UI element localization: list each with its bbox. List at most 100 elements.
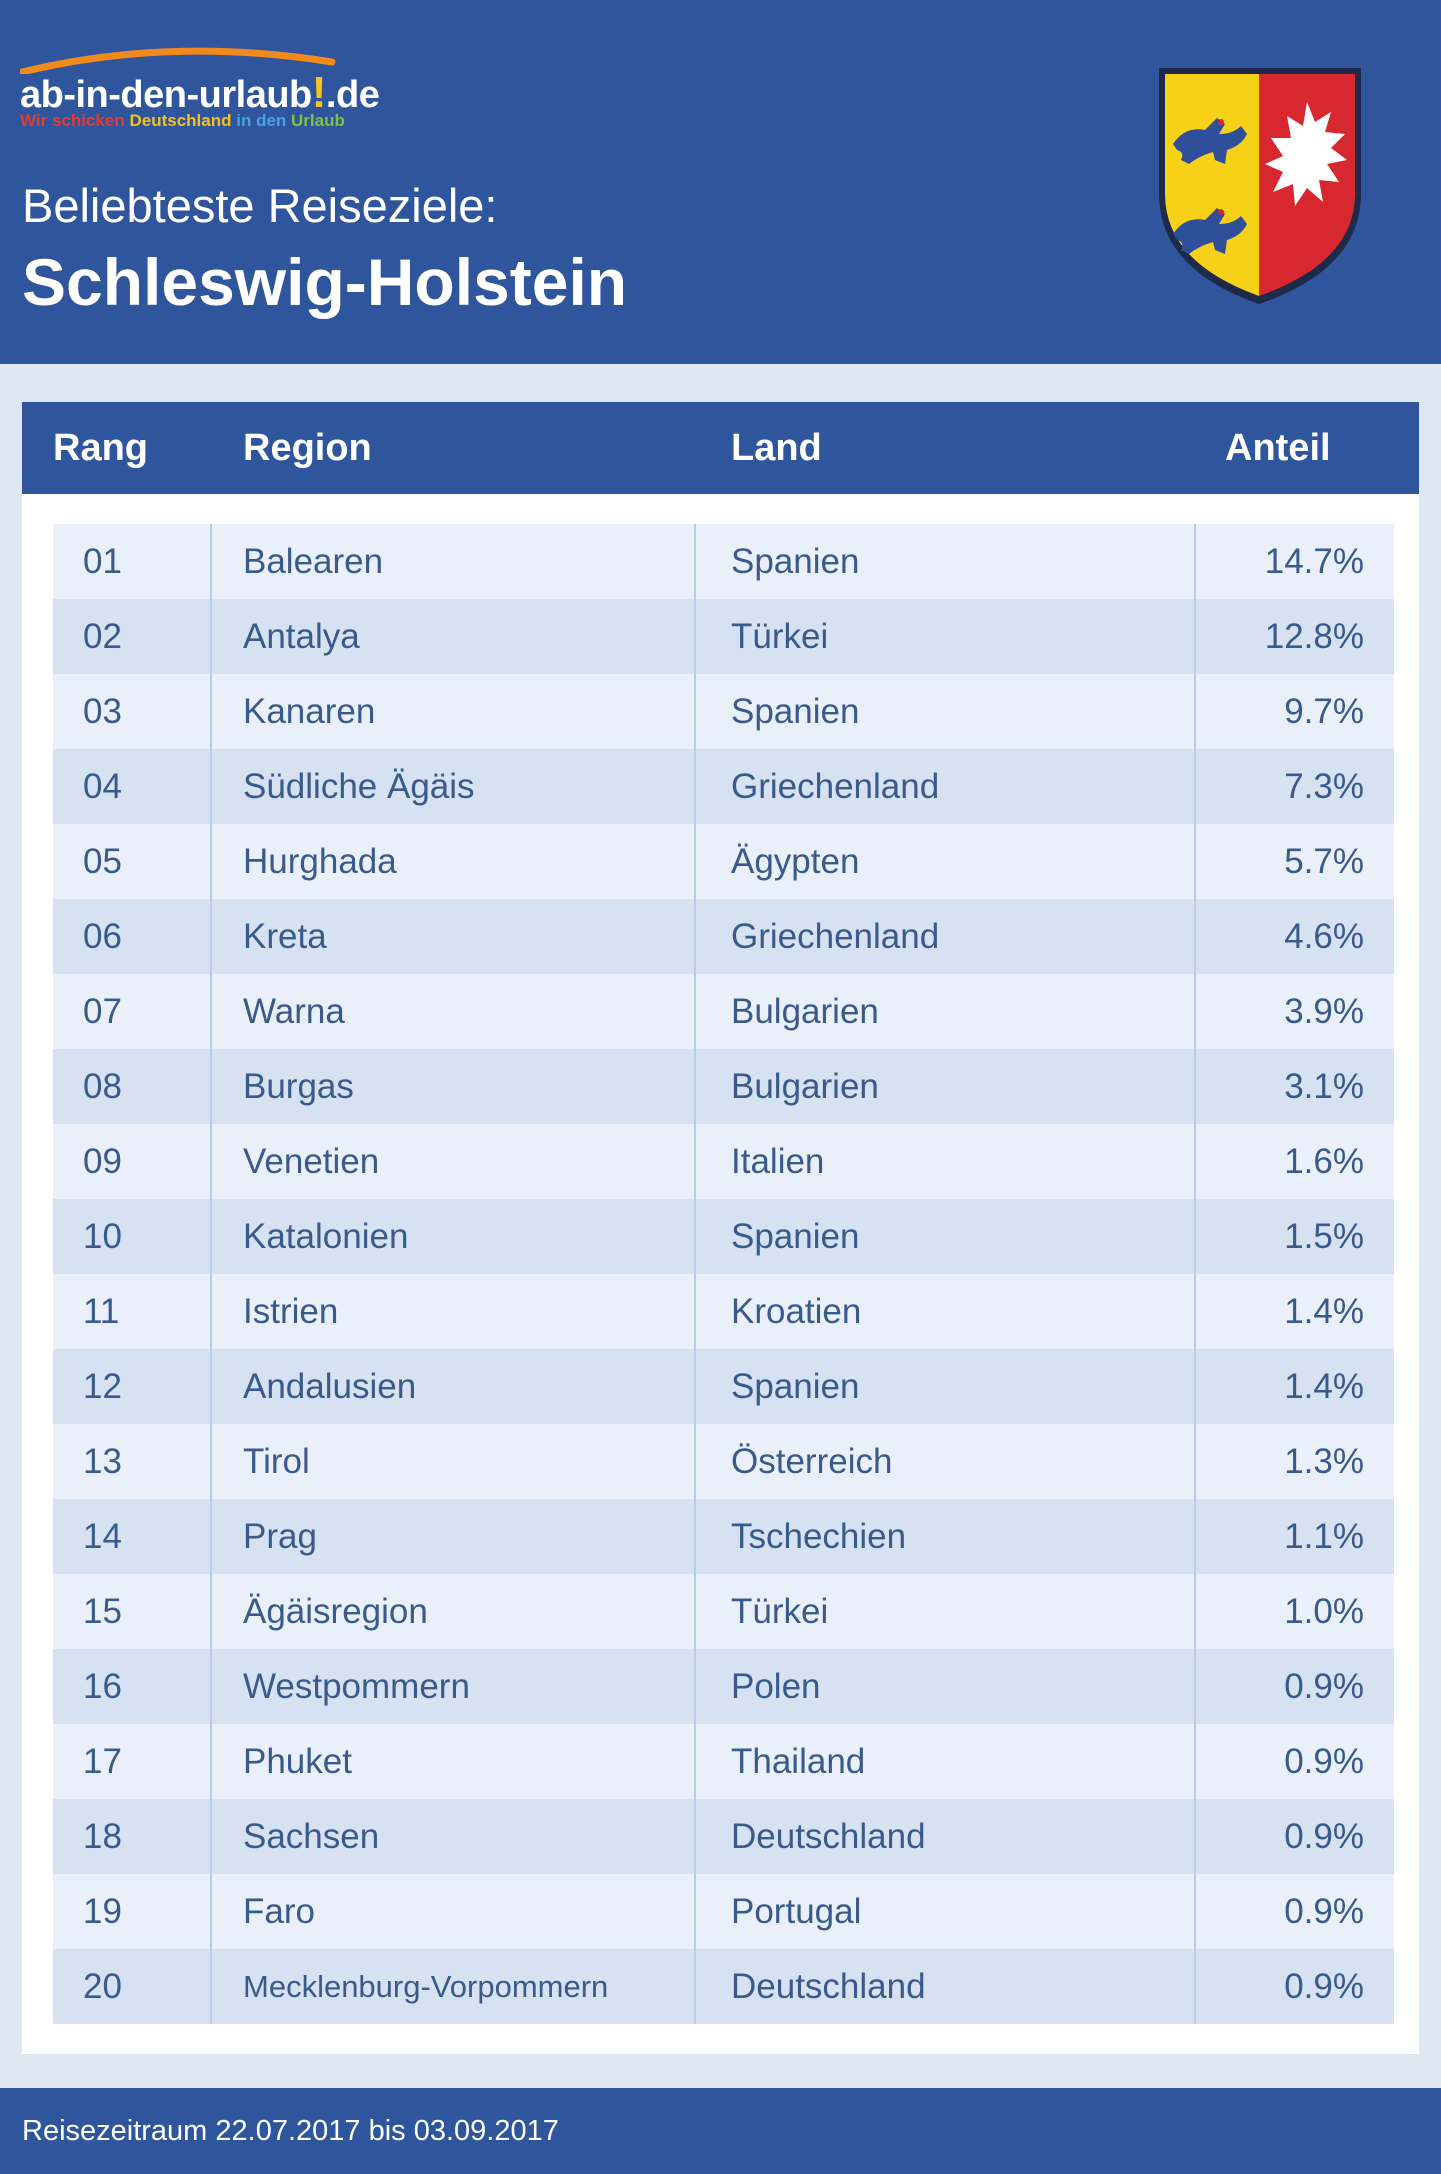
region-cell: Kanaren — [243, 692, 376, 731]
logo-tagline: Wir schicken Deutschland in den Urlaub — [20, 111, 345, 130]
share-cell: 5.7% — [1284, 842, 1364, 881]
share-cell: 0.9% — [1284, 1892, 1364, 1931]
page-title: Schleswig-Holstein — [22, 245, 628, 319]
column-divider — [1194, 524, 1196, 2024]
rank-cell: 04 — [83, 767, 122, 806]
share-cell: 1.1% — [1284, 1517, 1364, 1556]
region-cell: Ägäisregion — [243, 1592, 428, 1631]
rank-cell: 03 — [83, 692, 122, 731]
header: ab-in-den-urlaub!.de Wir schicken Deutsc… — [0, 0, 1441, 364]
share-cell: 9.7% — [1284, 692, 1364, 731]
table-row: 11 Istrien Kroatien 1.4% — [53, 1274, 1394, 1349]
share-cell: 12.8% — [1264, 617, 1364, 656]
country-cell: Kroatien — [731, 1292, 862, 1331]
logo-wordmark: ab-in-den-urlaub!.de — [20, 68, 380, 117]
table-row: 07 Warna Bulgarien 3.9% — [53, 974, 1394, 1049]
table-row: 10 Katalonien Spanien 1.5% — [53, 1199, 1394, 1274]
table-row: 13 Tirol Österreich 1.3% — [53, 1424, 1394, 1499]
rank-cell: 16 — [83, 1667, 122, 1706]
rank-cell: 13 — [83, 1442, 122, 1481]
table-row: 20 Mecklenburg-Vorpommern Deutschland 0.9% — [53, 1949, 1394, 2024]
table-row: 15 Ägäisregion Türkei 1.0% — [53, 1574, 1394, 1649]
share-cell: 0.9% — [1284, 1967, 1364, 2006]
region-cell: Katalonien — [243, 1217, 409, 1256]
rank-cell: 07 — [83, 992, 122, 1031]
table-row: 02 Antalya Türkei 12.8% — [53, 599, 1394, 674]
region-cell: Hurghada — [243, 842, 397, 881]
region-cell: Südliche Ägäis — [243, 767, 475, 806]
rank-cell: 06 — [83, 917, 122, 956]
table-row: 12 Andalusien Spanien 1.4% — [53, 1349, 1394, 1424]
rank-cell: 14 — [83, 1517, 122, 1556]
share-cell: 0.9% — [1284, 1667, 1364, 1706]
region-cell: Westpommern — [243, 1667, 470, 1706]
rank-cell: 08 — [83, 1067, 122, 1106]
region-cell: Balearen — [243, 542, 384, 581]
country-cell: Portugal — [731, 1892, 862, 1931]
region-cell: Mecklenburg-Vorpommern — [243, 1969, 609, 2004]
table-row: 16 Westpommern Polen 0.9% — [53, 1649, 1394, 1724]
region-cell: Faro — [243, 1892, 315, 1931]
brand-logo[interactable]: ab-in-den-urlaub!.de Wir schicken Deutsc… — [20, 44, 400, 134]
rank-cell: 11 — [83, 1292, 120, 1331]
header-rang: Rang — [53, 427, 148, 469]
table-row: 18 Sachsen Deutschland 0.9% — [53, 1799, 1394, 1874]
rank-cell: 05 — [83, 842, 122, 881]
rank-cell: 09 — [83, 1142, 122, 1181]
rank-cell: 10 — [83, 1217, 122, 1256]
country-cell: Bulgarien — [731, 992, 879, 1031]
share-cell: 1.4% — [1284, 1367, 1364, 1406]
share-cell: 0.9% — [1284, 1817, 1364, 1856]
country-cell: Italien — [731, 1142, 825, 1181]
ranking-table: Rang Region Land Anteil 01 Balearen Spanie… — [22, 402, 1419, 2054]
country-cell: Ägypten — [731, 842, 860, 881]
region-cell: Warna — [243, 992, 345, 1031]
rank-cell: 02 — [83, 617, 122, 656]
rank-cell: 01 — [83, 542, 122, 581]
travel-period-note: Reisezeitraum 22.07.2017 bis 03.09.2017 — [22, 2115, 559, 2147]
table-row: 08 Burgas Bulgarien 3.1% — [53, 1049, 1394, 1124]
table-row: 04 Südliche Ägäis Griechenland 7.3% — [53, 749, 1394, 824]
table-row: 05 Hurghada Ägypten 5.7% — [53, 824, 1394, 899]
country-cell: Spanien — [731, 542, 860, 581]
region-cell: Kreta — [243, 917, 327, 956]
country-cell: Griechenland — [731, 917, 940, 956]
share-cell: 14.7% — [1264, 542, 1364, 581]
country-cell: Thailand — [731, 1742, 866, 1781]
rank-cell: 19 — [83, 1892, 122, 1931]
table-row: 19 Faro Portugal 0.9% — [53, 1874, 1394, 1949]
region-cell: Antalya — [243, 617, 360, 656]
logo-arc-icon — [20, 47, 336, 74]
rank-cell: 20 — [83, 1967, 122, 2006]
rank-cell: 18 — [83, 1817, 122, 1856]
table-row: 17 Phuket Thailand 0.9% — [53, 1724, 1394, 1799]
header-anteil: Anteil — [1225, 427, 1331, 469]
table-row: 14 Prag Tschechien 1.1% — [53, 1499, 1394, 1574]
share-cell: 1.6% — [1284, 1142, 1364, 1181]
share-cell: 3.1% — [1284, 1067, 1364, 1106]
column-divider — [210, 524, 212, 2024]
rank-cell: 17 — [83, 1742, 122, 1781]
share-cell: 1.3% — [1284, 1442, 1364, 1481]
region-cell: Istrien — [243, 1292, 339, 1331]
country-cell: Österreich — [731, 1442, 893, 1481]
country-cell: Bulgarien — [731, 1067, 879, 1106]
share-cell: 1.4% — [1284, 1292, 1364, 1331]
share-cell: 1.5% — [1284, 1217, 1364, 1256]
region-cell: Sachsen — [243, 1817, 380, 1856]
share-cell: 4.6% — [1284, 917, 1364, 956]
country-cell: Spanien — [731, 692, 860, 731]
country-cell: Türkei — [731, 617, 829, 656]
country-cell: Griechenland — [731, 767, 940, 806]
region-cell: Prag — [243, 1517, 317, 1556]
share-cell: 1.0% — [1284, 1592, 1364, 1631]
country-cell: Deutschland — [731, 1817, 926, 1856]
table-row: 03 Kanaren Spanien 9.7% — [53, 674, 1394, 749]
region-cell: Phuket — [243, 1742, 352, 1781]
rank-cell: 12 — [83, 1367, 122, 1406]
country-cell: Spanien — [731, 1367, 860, 1406]
country-cell: Polen — [731, 1667, 821, 1706]
footer: Reisezeitraum 22.07.2017 bis 03.09.2017 — [0, 2088, 1441, 2174]
region-cell: Andalusien — [243, 1367, 417, 1406]
country-cell: Deutschland — [731, 1967, 926, 2006]
